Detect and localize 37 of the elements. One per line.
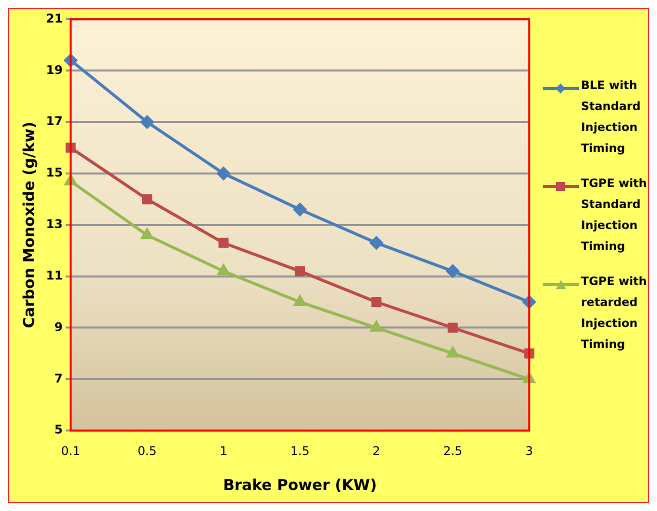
point: [217, 166, 230, 180]
point: [370, 236, 383, 250]
x-tick-label: 2: [372, 444, 380, 458]
y-tick-label: 11: [46, 268, 63, 282]
y-tick-label: 21: [46, 11, 63, 26]
point: [370, 321, 382, 332]
legend-label: TGPE with retarded Injection Timing: [581, 273, 647, 353]
point: [218, 264, 230, 276]
legend-label: TGPE with Standard Injection Timing: [581, 175, 647, 255]
y-tick-label: 19: [46, 62, 63, 77]
y-tick-label: 13: [46, 217, 63, 232]
y-tick-label: 17: [46, 114, 63, 128]
y-tick-label: 7: [54, 371, 63, 386]
legend-label: BLE with Standard Injection Timing: [581, 77, 642, 157]
point: [66, 142, 76, 153]
point: [446, 346, 459, 358]
y-axis-title: Carbon Monoxide (g/kw): [20, 122, 38, 328]
point: [446, 264, 460, 278]
point: [371, 297, 382, 308]
y-tick-label: 15: [46, 166, 63, 180]
y-tick-label: 9: [54, 320, 63, 334]
point: [294, 266, 305, 276]
x-tick-label: 0.5: [138, 444, 157, 458]
x-tick-label: 1.5: [290, 444, 310, 458]
point: [142, 194, 152, 204]
x-tick-label: 3: [525, 444, 534, 458]
y-tick-label: 5: [54, 422, 63, 437]
x-tick-label: 0.1: [61, 444, 80, 458]
point: [218, 238, 229, 248]
point: [293, 202, 306, 216]
point: [140, 116, 154, 129]
point: [141, 228, 153, 240]
x-tick-label: 2.5: [443, 444, 462, 458]
x-tick-label: 1: [220, 444, 228, 458]
x-axis-title: Brake Power (KW): [223, 476, 377, 494]
point: [448, 322, 458, 333]
point: [294, 296, 306, 306]
